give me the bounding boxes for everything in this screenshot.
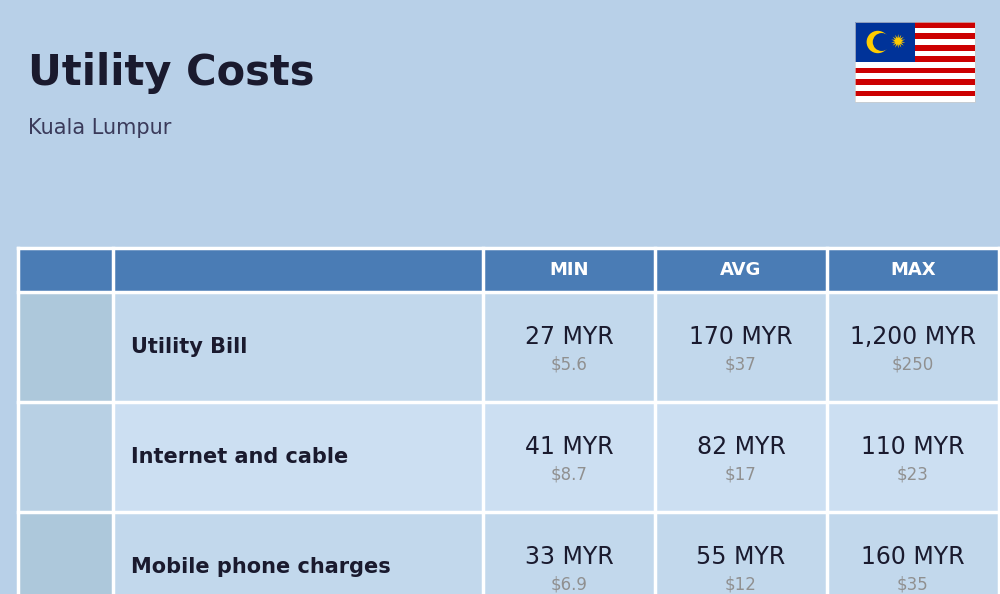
- Bar: [855, 85, 975, 90]
- Text: 41 MYR: 41 MYR: [525, 435, 613, 459]
- Text: Utility Bill: Utility Bill: [131, 337, 247, 357]
- Text: $35: $35: [897, 576, 929, 594]
- Bar: [18, 292, 113, 402]
- Text: Mobile phone charges: Mobile phone charges: [131, 557, 391, 577]
- Bar: [113, 512, 483, 594]
- Bar: [855, 68, 975, 74]
- Bar: [827, 402, 999, 512]
- Bar: [855, 22, 915, 62]
- Bar: [18, 512, 113, 594]
- Bar: [483, 248, 655, 292]
- Bar: [113, 292, 483, 402]
- Bar: [855, 90, 975, 96]
- Circle shape: [867, 31, 889, 53]
- Bar: [855, 28, 975, 33]
- Text: $17: $17: [725, 466, 757, 484]
- Bar: [483, 512, 655, 594]
- Bar: [855, 45, 975, 50]
- Bar: [483, 402, 655, 512]
- Circle shape: [873, 33, 891, 51]
- Bar: [855, 74, 975, 79]
- Text: $250: $250: [892, 356, 934, 374]
- Bar: [855, 22, 975, 28]
- Text: $5.6: $5.6: [551, 356, 587, 374]
- Text: MAX: MAX: [890, 261, 936, 279]
- Bar: [655, 292, 827, 402]
- Bar: [18, 402, 113, 512]
- Text: 160 MYR: 160 MYR: [861, 545, 965, 569]
- Polygon shape: [891, 34, 905, 48]
- Text: $8.7: $8.7: [551, 466, 587, 484]
- Text: 27 MYR: 27 MYR: [525, 325, 613, 349]
- Text: AVG: AVG: [720, 261, 762, 279]
- Text: 170 MYR: 170 MYR: [689, 325, 793, 349]
- Text: Kuala Lumpur: Kuala Lumpur: [28, 118, 171, 138]
- Bar: [827, 248, 999, 292]
- Text: Utility Costs: Utility Costs: [28, 52, 314, 94]
- Text: 1,200 MYR: 1,200 MYR: [850, 325, 976, 349]
- Text: 33 MYR: 33 MYR: [525, 545, 613, 569]
- Text: $12: $12: [725, 576, 757, 594]
- Bar: [655, 402, 827, 512]
- Bar: [827, 512, 999, 594]
- Bar: [855, 39, 975, 45]
- Bar: [655, 248, 827, 292]
- Text: Internet and cable: Internet and cable: [131, 447, 348, 467]
- Bar: [483, 292, 655, 402]
- Bar: [855, 56, 975, 62]
- Text: 55 MYR: 55 MYR: [696, 545, 786, 569]
- Bar: [855, 33, 975, 39]
- Bar: [855, 79, 975, 85]
- Text: $37: $37: [725, 356, 757, 374]
- Bar: [113, 248, 483, 292]
- Text: MIN: MIN: [549, 261, 589, 279]
- Bar: [655, 512, 827, 594]
- Bar: [18, 248, 113, 292]
- Text: $6.9: $6.9: [551, 576, 587, 594]
- Bar: [855, 50, 975, 56]
- Bar: [855, 22, 975, 102]
- Bar: [827, 292, 999, 402]
- Bar: [855, 96, 975, 102]
- Text: 82 MYR: 82 MYR: [697, 435, 785, 459]
- Text: 110 MYR: 110 MYR: [861, 435, 965, 459]
- Bar: [113, 402, 483, 512]
- Bar: [855, 62, 975, 68]
- Text: $23: $23: [897, 466, 929, 484]
